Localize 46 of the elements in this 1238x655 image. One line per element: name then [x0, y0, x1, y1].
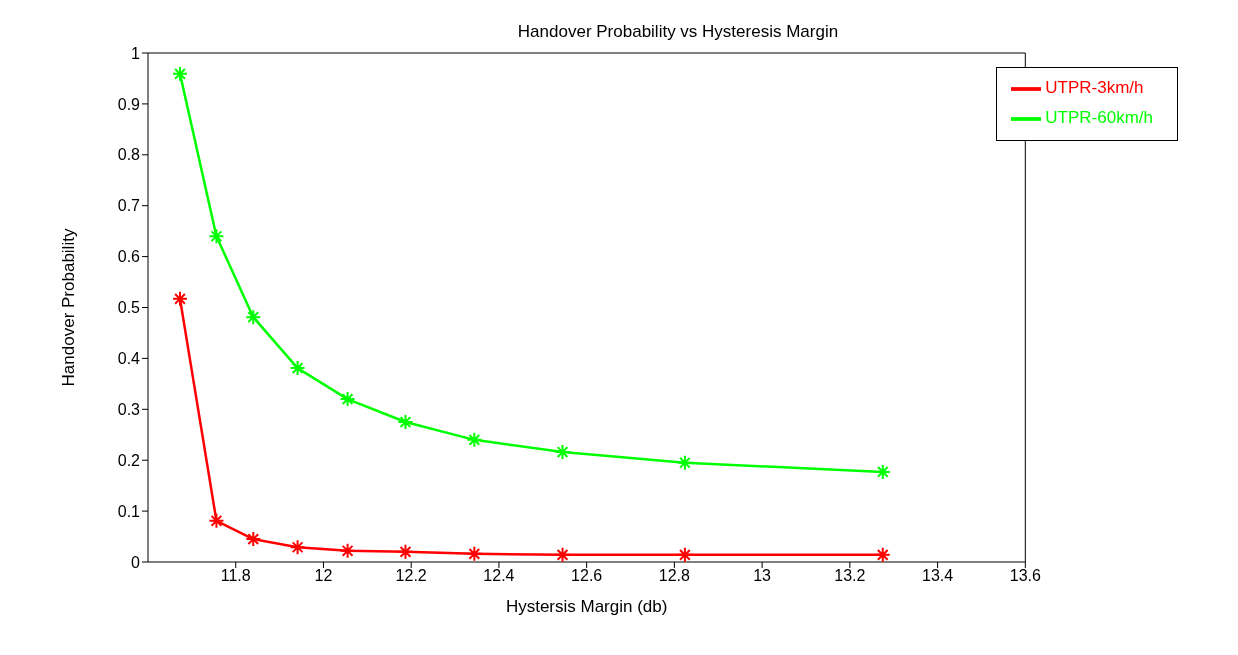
- point: [208, 512, 225, 529]
- y-tick-label: 0.9: [117, 95, 141, 113]
- x-axis-title: Hystersis Margin (db): [505, 597, 668, 616]
- legend-label: UTPR-3km/h: [1045, 78, 1144, 98]
- point: [554, 546, 571, 562]
- y-tick-label: 0.8: [117, 146, 141, 164]
- legend-label: UTPR-60km/h: [1045, 108, 1153, 128]
- x-tick-label: 12.6: [571, 567, 603, 585]
- point: [397, 414, 414, 431]
- x-tick-label: 12.2: [395, 567, 427, 585]
- point: [208, 228, 225, 245]
- point: [874, 463, 891, 480]
- y-tick-label: 0.4: [117, 350, 141, 368]
- y-tick-label: 0.5: [117, 299, 141, 317]
- point: [874, 546, 891, 562]
- x-tick-label: 13: [753, 567, 772, 585]
- x-tick-label: 12: [314, 567, 333, 585]
- point: [554, 444, 571, 461]
- y-tick-label: 0: [131, 553, 141, 571]
- y-axis-title: Handover Probability: [59, 228, 79, 387]
- point: [339, 391, 356, 408]
- y-tick-label: 0.7: [117, 197, 141, 215]
- point: [397, 543, 414, 560]
- point: [466, 431, 483, 448]
- chart-title: Handover Probability vs Hysteresis Margin: [516, 22, 840, 42]
- point: [676, 454, 693, 471]
- point: [172, 290, 189, 307]
- point: [339, 542, 356, 559]
- y-tick-label: 0.3: [117, 400, 141, 418]
- x-tick-label: 12.8: [658, 567, 691, 585]
- y-tick-label: 0.2: [117, 451, 141, 469]
- y-tick-label: 0.6: [117, 248, 141, 266]
- point: [676, 546, 693, 562]
- point: [289, 539, 306, 556]
- point: [172, 65, 189, 82]
- x-tick-label: 13.4: [922, 567, 954, 585]
- point: [289, 360, 306, 377]
- point: [245, 309, 262, 326]
- x-tick-label: 11.8: [220, 567, 251, 585]
- x-tick-label: 13.6: [1009, 567, 1041, 585]
- point: [466, 545, 483, 562]
- x-tick-label: 13.2: [834, 567, 866, 585]
- x-tick-label: 12.4: [483, 567, 515, 585]
- point: [245, 531, 262, 548]
- y-tick-label: 0.1: [117, 502, 141, 520]
- y-tick-label: 1: [131, 44, 141, 62]
